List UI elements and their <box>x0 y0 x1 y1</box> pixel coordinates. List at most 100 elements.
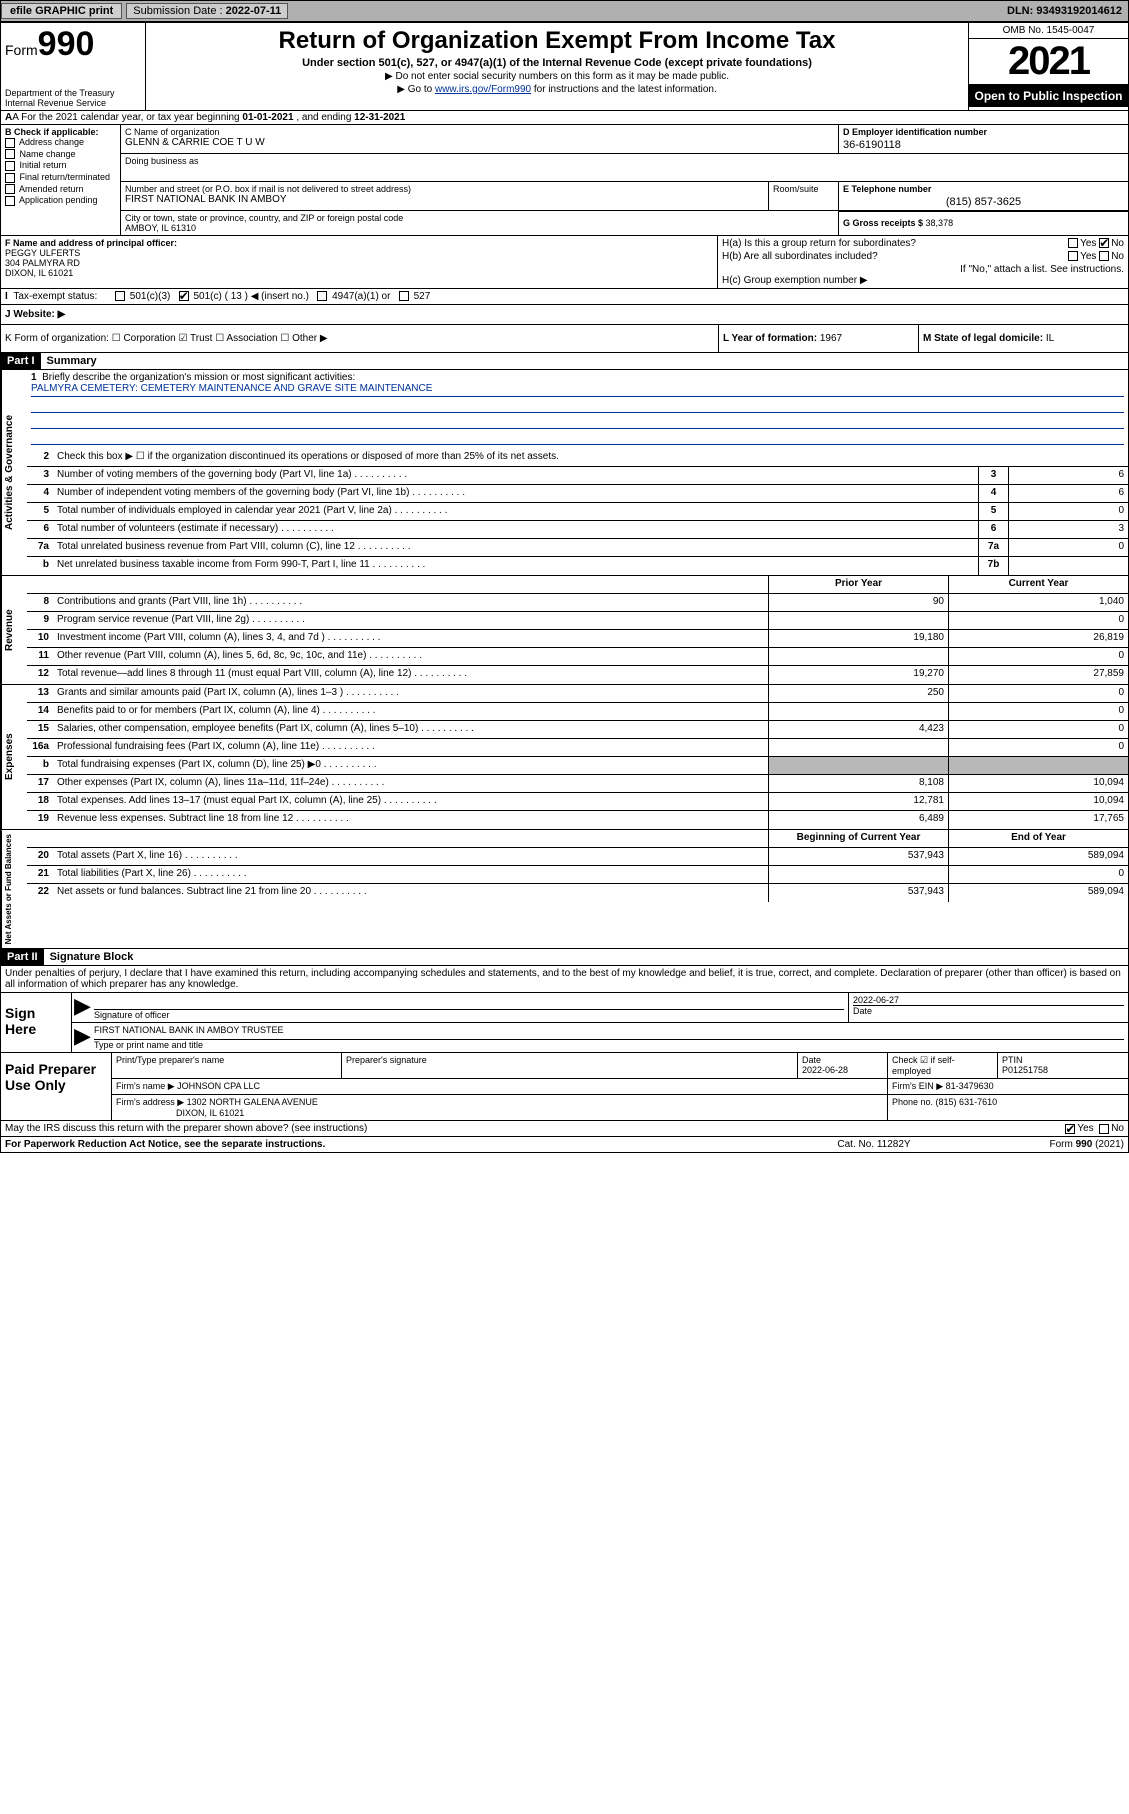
data-line: 16aProfessional fundraising fees (Part I… <box>27 739 1128 757</box>
part-ii-badge: Part II <box>1 949 44 965</box>
section-expenses: Expenses 13Grants and similar amounts pa… <box>1 685 1128 830</box>
vtab-governance: Activities & Governance <box>1 370 27 575</box>
data-line: 18Total expenses. Add lines 13–17 (must … <box>27 793 1128 811</box>
dba-label: Doing business as <box>125 156 1124 166</box>
row-i-tax-status: I Tax-exempt status: 501(c)(3) 501(c) ( … <box>1 289 1128 305</box>
paid-r3-c2: Phone no. (815) 631-7610 <box>888 1095 1128 1120</box>
row-i-label: Tax-exempt status: <box>13 291 97 302</box>
data-line: 21Total liabilities (Part X, line 26)0 <box>27 866 1128 884</box>
paid-row-3: Firm's address ▶ 1302 NORTH GALENA AVENU… <box>112 1095 1128 1120</box>
header-right: OMB No. 1545-0047 2021 Open to Public In… <box>968 23 1128 110</box>
sig-arrow-icon: ▶ <box>72 993 90 1022</box>
paid-r1-c3-label: Date <box>802 1055 821 1065</box>
part-i-badge: Part I <box>1 353 41 369</box>
col-b-item: Amended return <box>5 184 116 195</box>
mission-label: Briefly describe the organization's miss… <box>42 372 355 383</box>
officer-addr: 304 PALMYRA RD <box>5 258 713 268</box>
note2-pre: ▶ Go to <box>397 84 435 95</box>
principal-officer-cell: F Name and address of principal officer:… <box>1 236 718 288</box>
rev-hdr-prior: Prior Year <box>768 576 948 593</box>
form-header: Form990 Department of the Treasury Inter… <box>1 23 1128 111</box>
dba-cell: Doing business as <box>121 154 1128 182</box>
row-k-l-m: K Form of organization: ☐ Corporation ☑ … <box>1 325 1128 353</box>
data-line: bTotal fundraising expenses (Part IX, co… <box>27 757 1128 775</box>
sig-name-value: FIRST NATIONAL BANK IN AMBOY TRUSTEE <box>94 1025 1124 1039</box>
row-a-pre: A For the 2021 calendar year, or tax yea… <box>12 112 242 123</box>
data-line: 12Total revenue—add lines 8 through 11 (… <box>27 666 1128 684</box>
tax-status-option: 501(c) ( 13 ) ◀ (insert no.) <box>179 291 318 302</box>
footer-discuss: May the IRS discuss this return with the… <box>1 1121 1128 1137</box>
street-value: FIRST NATIONAL BANK IN AMBOY <box>125 194 764 205</box>
mission-text: PALMYRA CEMETERY: CEMETERY MAINTENANCE A… <box>31 383 1124 397</box>
h-a-no: No <box>1111 238 1124 249</box>
row-i-options: 501(c)(3) 501(c) ( 13 ) ◀ (insert no.) 4… <box>115 291 1124 302</box>
paid-r1-c3: Date2022-06-28 <box>798 1053 888 1078</box>
phone-cell: E Telephone number (815) 857-3625 <box>838 182 1128 210</box>
data-line: 10Investment income (Part VIII, column (… <box>27 630 1128 648</box>
mission-block: 1 Briefly describe the organization's mi… <box>27 370 1128 449</box>
sig-arrow2-icon: ▶ <box>72 1023 90 1052</box>
row-j-label: J Website: ▶ <box>5 309 115 320</box>
h-a-yes: Yes <box>1080 238 1096 249</box>
h-c-label: H(c) Group exemption number ▶ <box>722 275 1124 286</box>
tax-status-option: 501(c)(3) <box>115 291 179 302</box>
section-governance: Activities & Governance 1 Briefly descri… <box>1 370 1128 576</box>
col-b-item: Address change <box>5 137 116 148</box>
paid-r3-c1-value2: DIXON, IL 61021 <box>176 1108 244 1118</box>
street-label: Number and street (or P.O. box if mail i… <box>125 184 764 194</box>
city-value: AMBOY, IL 61310 <box>125 223 834 233</box>
vtab-revenue: Revenue <box>1 576 27 684</box>
sig-date-value: 2022-06-27 <box>853 995 1124 1005</box>
footer-form: Form 990 (2021) <box>974 1139 1124 1150</box>
row-k-form-org: K Form of organization: ☐ Corporation ☑ … <box>1 325 718 352</box>
irs-link[interactable]: www.irs.gov/Form990 <box>435 84 531 95</box>
note2-post: for instructions and the latest informat… <box>531 84 717 95</box>
row-a-tax-year: AA For the 2021 calendar year, or tax ye… <box>1 111 1128 125</box>
paid-r1-c5-label: PTIN <box>1002 1055 1023 1065</box>
net-hdr-curr: End of Year <box>948 830 1128 847</box>
paid-r2-c2: Firm's EIN ▶ 81-3479630 <box>888 1079 1128 1094</box>
org-name-cell: C Name of organization GLENN & CARRIE CO… <box>121 125 838 153</box>
paid-row-1: Print/Type preparer's name Preparer's si… <box>112 1053 1128 1079</box>
form-note-link: ▶ Go to www.irs.gov/Form990 for instruct… <box>154 84 960 95</box>
paid-r3-c1: Firm's address ▶ 1302 NORTH GALENA AVENU… <box>112 1095 888 1120</box>
tax-year: 2021 <box>969 39 1128 85</box>
gov-line: 3Number of voting members of the governi… <box>27 467 1128 485</box>
discuss-label: May the IRS discuss this return with the… <box>5 1123 1065 1134</box>
h-b-yes: Yes <box>1080 251 1096 262</box>
org-name-label: C Name of organization <box>125 127 834 137</box>
ein-value: 36-6190118 <box>843 139 1124 151</box>
sig-name-cell: FIRST NATIONAL BANK IN AMBOY TRUSTEE Typ… <box>90 1023 1128 1052</box>
data-line: 17Other expenses (Part IX, column (A), l… <box>27 775 1128 793</box>
officer-city: DIXON, IL 61021 <box>5 268 713 278</box>
part-ii-title: Signature Block <box>44 949 140 965</box>
sign-here-label: Sign Here <box>1 993 71 1052</box>
net-hdr-prior: Beginning of Current Year <box>768 830 948 847</box>
row-a-end: 12-31-2021 <box>354 112 405 123</box>
h-b-label: H(b) Are all subordinates included? <box>722 251 878 262</box>
sig-officer-label: Signature of officer <box>94 1009 844 1020</box>
part-i-header: Part I Summary <box>1 353 1128 370</box>
data-line: 9Program service revenue (Part VIII, lin… <box>27 612 1128 630</box>
footer-cat: Cat. No. 11282Y <box>774 1139 974 1150</box>
row-a-begin: 01-01-2021 <box>242 112 293 123</box>
gov-line: bNet unrelated business taxable income f… <box>27 557 1128 575</box>
efile-print-button[interactable]: efile GRAPHIC print <box>1 3 122 19</box>
sig-officer-cell: Signature of officer <box>90 993 848 1022</box>
paid-r1-c2: Preparer's signature <box>342 1053 798 1078</box>
row-j-website: J Website: ▶ <box>1 305 1128 325</box>
block-f-h: F Name and address of principal officer:… <box>1 236 1128 289</box>
block-b-c-d-e-g: B Check if applicable: Address change Na… <box>1 125 1128 236</box>
h-a-yesno: Yes No <box>1068 238 1124 249</box>
col-h-group: H(a) Is this a group return for subordin… <box>718 236 1128 288</box>
paid-preparer-row: Paid Preparer Use Only Print/Type prepar… <box>1 1053 1128 1121</box>
data-line: 13Grants and similar amounts paid (Part … <box>27 685 1128 703</box>
row-l-label: L Year of formation: <box>723 333 820 344</box>
vtab-net: Net Assets or Fund Balances <box>1 830 27 948</box>
sig-date-label: Date <box>853 1005 1124 1016</box>
vtab-expenses: Expenses <box>1 685 27 829</box>
paid-r2-c1-label: Firm's name ▶ <box>116 1081 177 1091</box>
submission-date-value: 2022-07-11 <box>226 5 282 17</box>
data-line: 20Total assets (Part X, line 16)537,9435… <box>27 848 1128 866</box>
row-a-mid: , and ending <box>294 112 355 123</box>
